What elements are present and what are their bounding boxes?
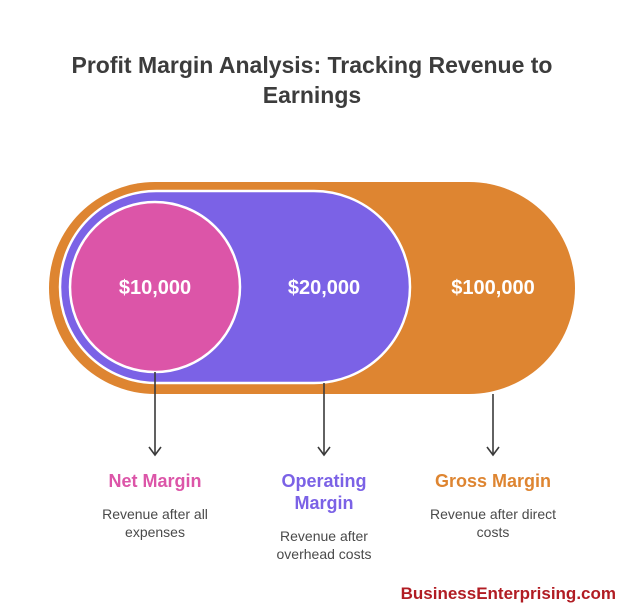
gross-margin-label: Gross Margin: [434, 471, 552, 491]
brand-watermark: BusinessEnterprising.com: [400, 584, 616, 603]
operating-margin-description: Revenue after overhead costs: [276, 528, 372, 562]
gross-margin-description: Revenue after direct costs: [429, 506, 557, 540]
page-title: Profit Margin Analysis: Tracking Revenue…: [71, 52, 553, 108]
net-margin-value: $10,000: [119, 277, 191, 299]
operating-margin-label: Operating Margin: [281, 471, 367, 513]
operating-margin-value: $20,000: [288, 277, 360, 299]
net-margin-description: Revenue after all expenses: [102, 506, 208, 540]
net-margin-label: Net Margin: [108, 471, 202, 491]
gross-margin-arrow: [486, 394, 500, 457]
operating-margin-arrow: [317, 383, 331, 457]
net-margin-arrow: [148, 372, 162, 457]
gross-margin-value: $100,000: [451, 277, 534, 299]
